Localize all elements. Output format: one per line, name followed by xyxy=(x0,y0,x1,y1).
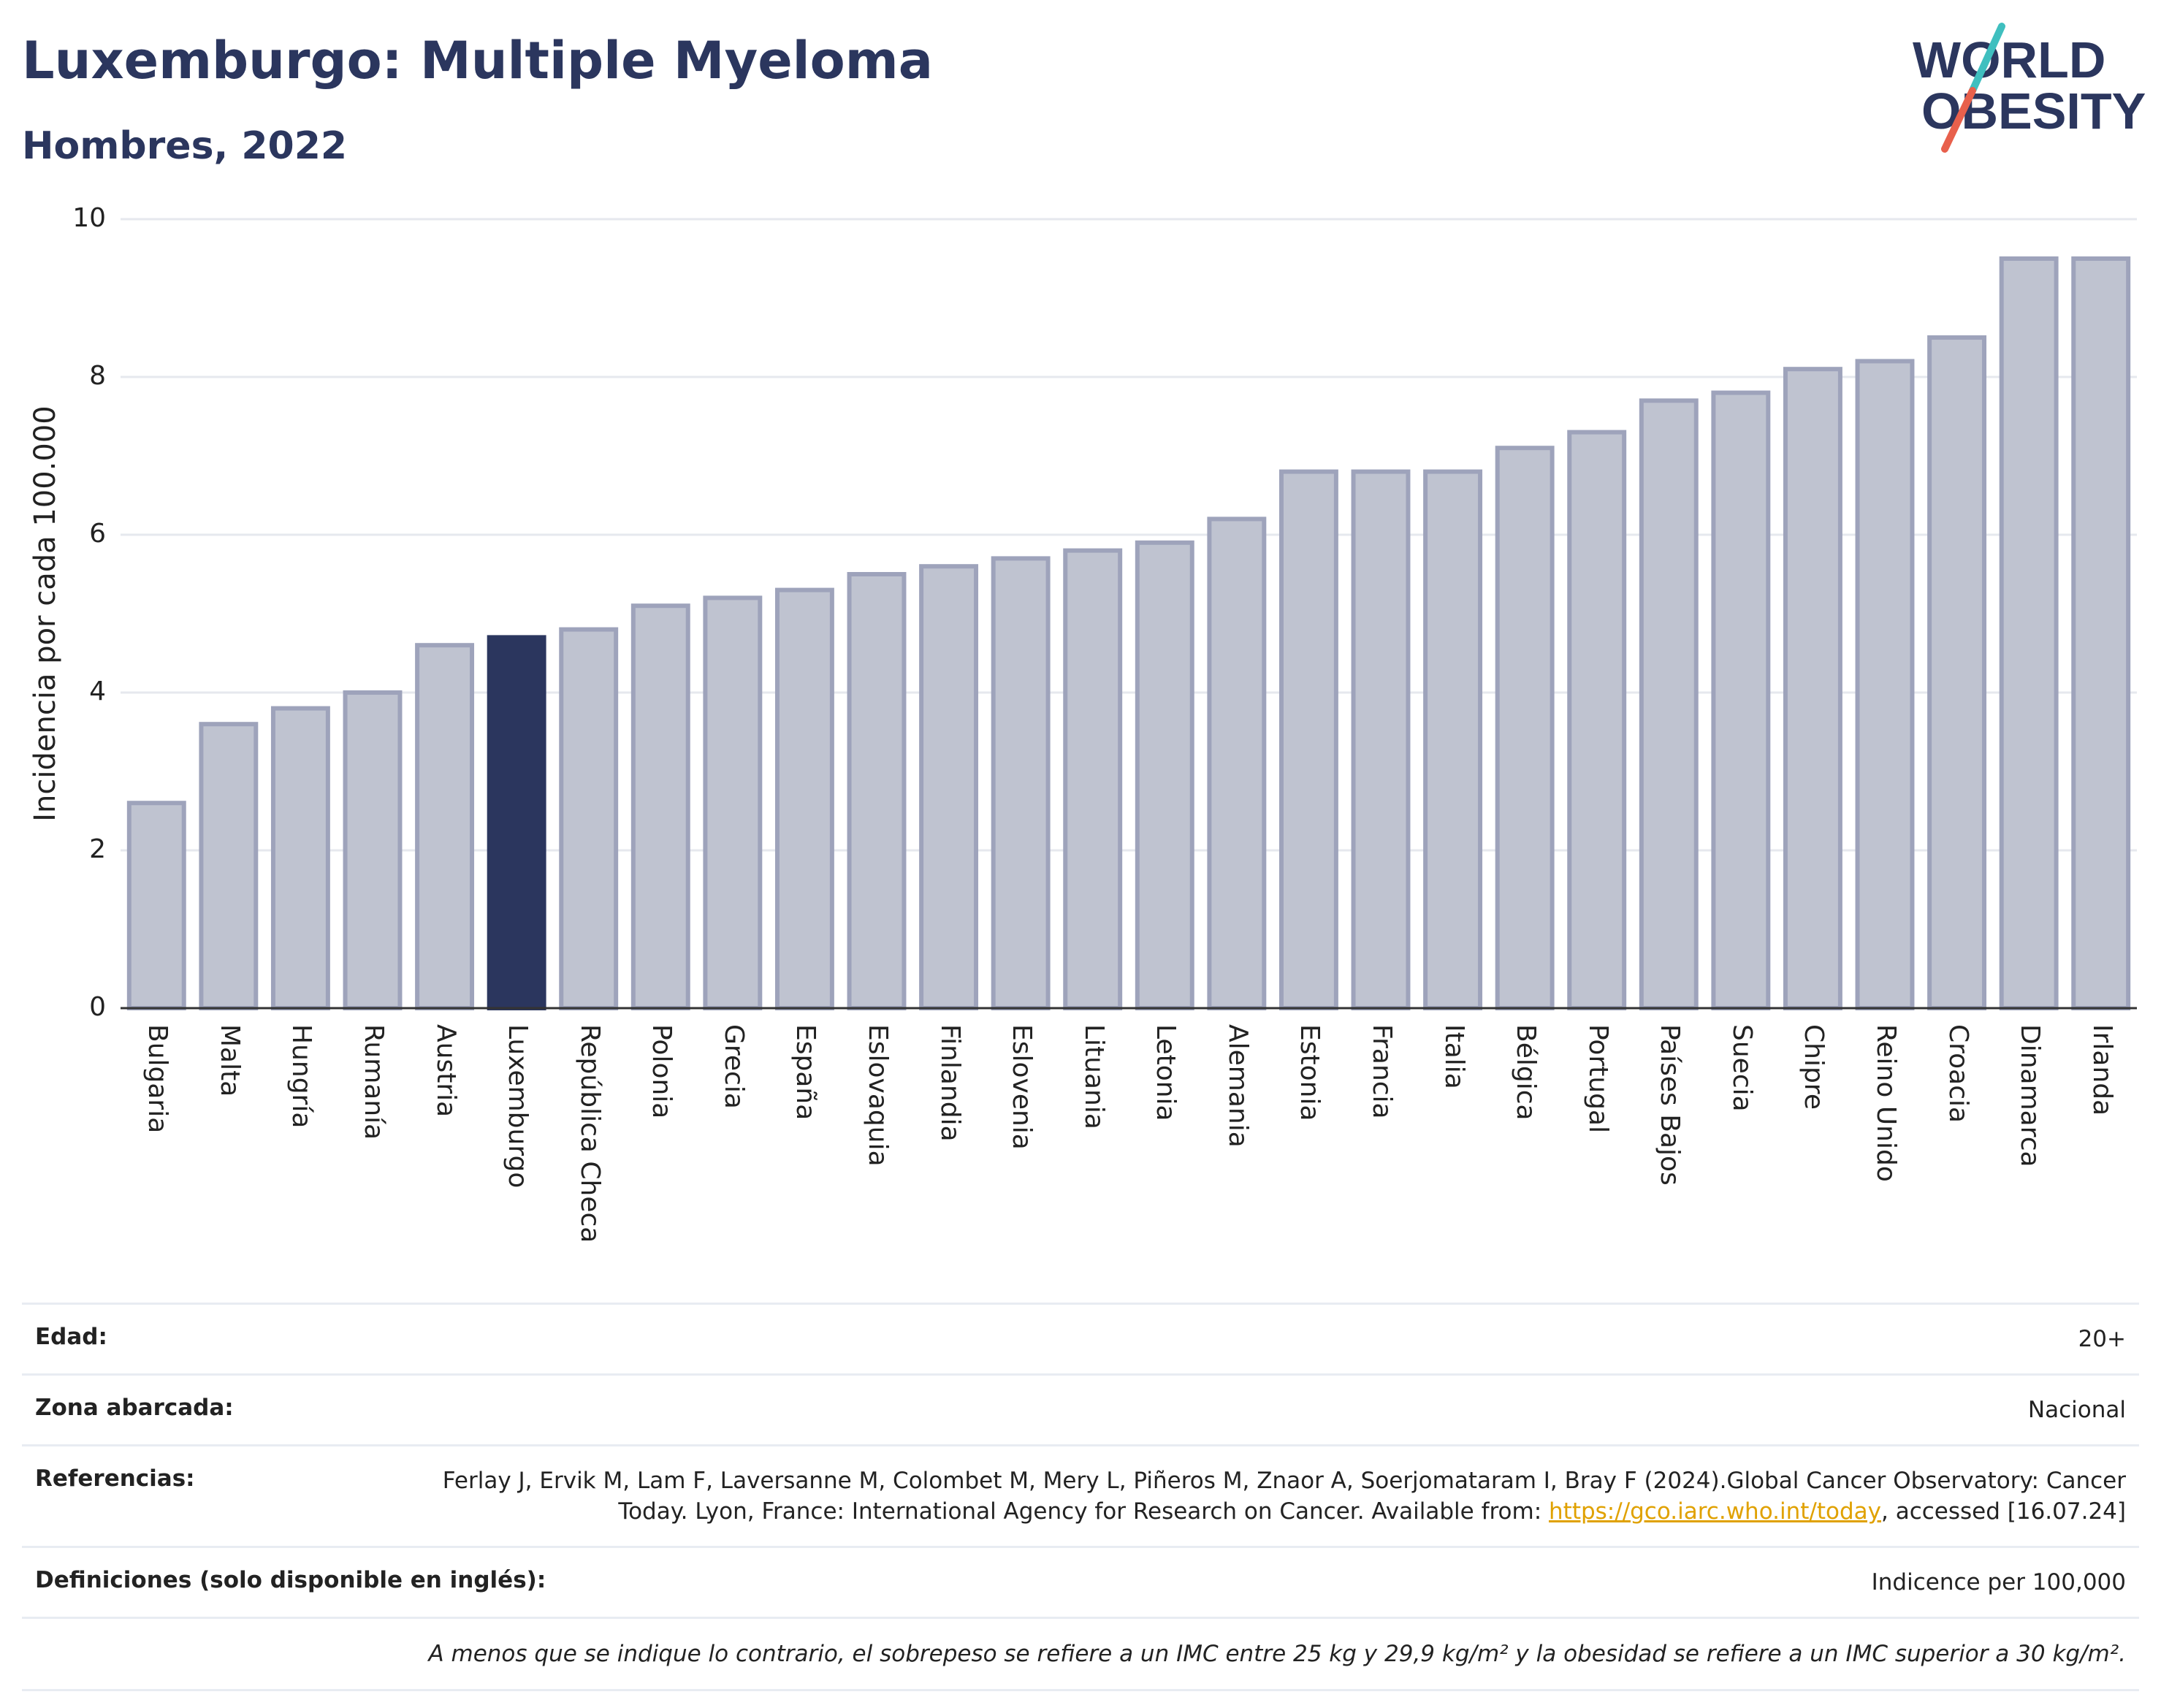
y-tick-label: 4 xyxy=(89,676,106,706)
bar-lituania xyxy=(1063,548,1123,1010)
definitions-value: Indicence per 100,000 xyxy=(1871,1569,2126,1595)
bar-reino-unido xyxy=(1855,359,1915,1010)
y-tick-label: 10 xyxy=(72,203,106,233)
references-text-1: Ferlay J, Ervik M, Lam F, Laversanne M, … xyxy=(442,1468,2126,1525)
bar-polonia xyxy=(630,603,690,1010)
bar-francia xyxy=(1351,469,1411,1010)
meta-row-references: Referencias: Ferlay J, Ervik M, Lam F, L… xyxy=(22,1444,2139,1546)
bar-alemania xyxy=(1207,516,1267,1010)
age-value: 20+ xyxy=(2078,1326,2126,1352)
bar-portugal xyxy=(1567,430,1627,1010)
bar-españa xyxy=(774,587,834,1010)
bar-italia xyxy=(1423,469,1483,1010)
y-tick-label: 6 xyxy=(89,519,106,549)
y-tick-label: 8 xyxy=(89,361,106,391)
bar-eslovenia xyxy=(991,556,1051,1010)
bar-chart xyxy=(121,218,2137,1011)
references-link[interactable]: https://gco.iarc.who.int/today xyxy=(1549,1498,1881,1525)
bar-chipre xyxy=(1783,367,1842,1010)
definitions-label: Definiciones (solo disponible en inglés)… xyxy=(35,1567,546,1593)
meta-row-definitions: Definiciones (solo disponible en inglés)… xyxy=(22,1546,2139,1617)
logo-slash-bottom xyxy=(1941,87,1976,153)
logo-line-1: WORLD xyxy=(1913,31,2105,88)
bar-república-checa xyxy=(559,627,619,1010)
meta-row-age: Edad: 20+ xyxy=(22,1303,2139,1373)
bar-eslovaquia xyxy=(847,572,907,1010)
bar-letonia xyxy=(1135,540,1194,1010)
meta-row-zone: Zona abarcada: Nacional xyxy=(22,1373,2139,1444)
bar-austria xyxy=(415,643,475,1010)
bar-países-bajos xyxy=(1639,398,1699,1010)
bar-finlandia xyxy=(919,564,979,1010)
references-value: Ferlay J, Ervik M, Lam F, Laversanne M, … xyxy=(409,1465,2126,1527)
bar-croacia xyxy=(1927,335,1987,1010)
logo-slash-top xyxy=(1969,23,2005,94)
bar-rumanía xyxy=(343,690,403,1010)
y-tick-label: 2 xyxy=(89,834,106,864)
references-text-2: , accessed [16.07.24] xyxy=(1880,1498,2126,1525)
world-obesity-logo: WORLD OBESITY xyxy=(1913,23,2146,153)
zone-value: Nacional xyxy=(2027,1397,2126,1423)
bar-hungría xyxy=(270,706,330,1010)
y-tick-label: 0 xyxy=(89,992,106,1022)
bar-irlanda xyxy=(2071,256,2131,1010)
chart-title: Luxemburgo: Multiple Myeloma xyxy=(22,31,933,91)
chart-subtitle: Hombres, 2022 xyxy=(22,124,348,168)
bar-dinamarca xyxy=(1999,256,2059,1010)
footnote: A menos que se indique lo contrario, el … xyxy=(22,1617,2139,1691)
bar-malta xyxy=(199,722,259,1010)
age-label: Edad: xyxy=(35,1324,107,1350)
bar-estonia xyxy=(1278,469,1338,1010)
bar-bulgaria xyxy=(126,801,186,1010)
bar-grecia xyxy=(703,595,763,1010)
bar-bélgica xyxy=(1495,446,1555,1010)
bar-suecia xyxy=(1711,390,1771,1010)
references-label: Referencias: xyxy=(35,1465,195,1492)
zone-label: Zona abarcada: xyxy=(35,1395,234,1421)
bar-luxemburgo xyxy=(487,635,546,1011)
metadata-table: Edad: 20+ Zona abarcada: Nacional Refere… xyxy=(22,1303,2139,1691)
